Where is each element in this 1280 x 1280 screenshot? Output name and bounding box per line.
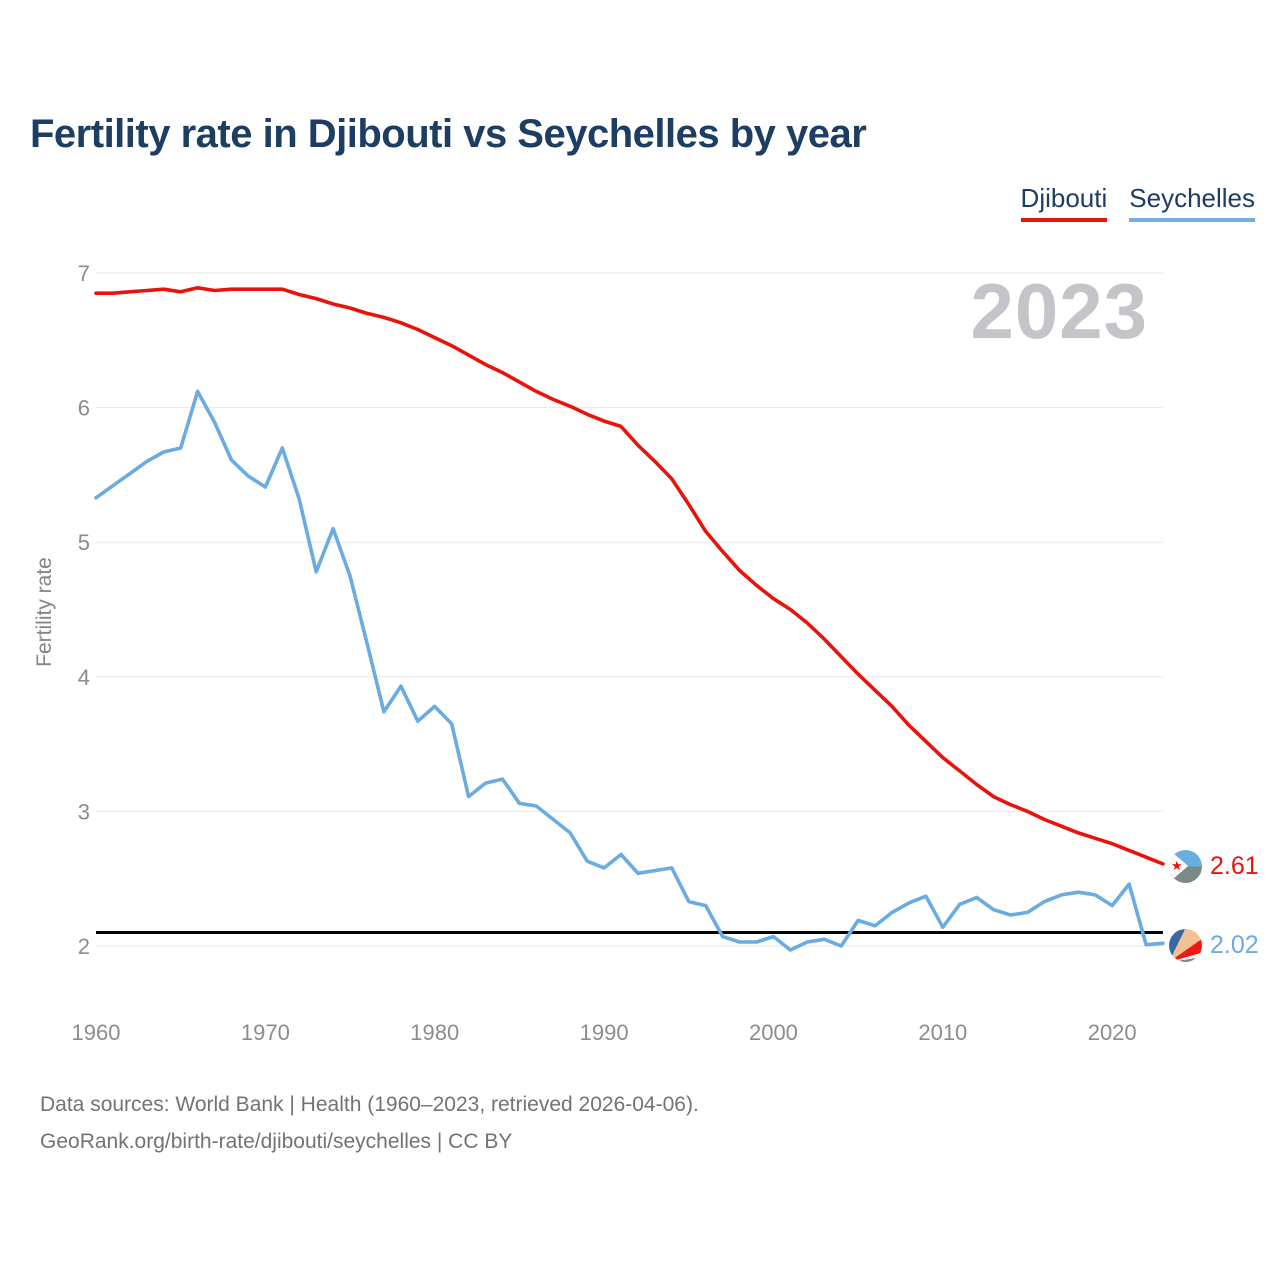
end-label-seychelles: 2.02 xyxy=(1169,928,1259,962)
y-tick-label-7: 7 xyxy=(78,261,90,286)
legend-label-seychelles: Seychelles xyxy=(1129,183,1255,213)
x-tick-label-1970: 1970 xyxy=(241,1020,290,1045)
end-value-seychelles: 2.02 xyxy=(1210,930,1259,959)
page-title: Fertility rate in Djibouti vs Seychelles… xyxy=(30,112,867,156)
footer-sources-line: Data sources: World Bank | Health (1960–… xyxy=(40,1093,699,1116)
end-value-djibouti: 2.61 xyxy=(1210,851,1259,880)
djibouti-line[interactable] xyxy=(94,285,1165,866)
djibouti-flag-star-icon: ★ xyxy=(1171,857,1183,873)
seychelles-line[interactable] xyxy=(94,389,1165,952)
djibouti-flag-icon: ★ xyxy=(1169,849,1202,883)
x-tick-label-1980: 1980 xyxy=(410,1020,459,1045)
seychelles-flag-icon xyxy=(1169,928,1202,962)
legend-underline-seychelles xyxy=(1129,218,1255,222)
y-tick-label-4: 4 xyxy=(78,665,90,690)
year-watermark: 2023 xyxy=(970,267,1148,355)
footer-link-line: GeoRank.org/birth-rate/djibouti/seychell… xyxy=(40,1130,513,1153)
x-tick-label-2010: 2010 xyxy=(918,1020,967,1045)
x-tick-label-2020: 2020 xyxy=(1088,1020,1137,1045)
legend-item-seychelles[interactable]: Seychelles xyxy=(1129,183,1255,222)
legend-underline-djibouti xyxy=(1020,218,1108,222)
x-tick-label-1960: 1960 xyxy=(72,1020,121,1045)
legend-item-djibouti[interactable]: Djibouti xyxy=(1020,183,1108,222)
legend: Djibouti Seychelles xyxy=(1020,183,1255,222)
x-tick-label-1990: 1990 xyxy=(580,1020,629,1045)
y-tick-label-5: 5 xyxy=(78,530,90,555)
legend-label-djibouti: Djibouti xyxy=(1020,183,1108,213)
x-tick-label-2000: 2000 xyxy=(749,1020,798,1045)
end-label-djibouti: ★ 2.61 xyxy=(1169,849,1259,883)
footer-note: Data sources: World Bank | Health (1960–… xyxy=(40,1086,699,1160)
y-tick-label-6: 6 xyxy=(78,396,90,421)
y-tick-label-3: 3 xyxy=(78,799,90,824)
y-tick-label-2: 2 xyxy=(78,934,90,959)
